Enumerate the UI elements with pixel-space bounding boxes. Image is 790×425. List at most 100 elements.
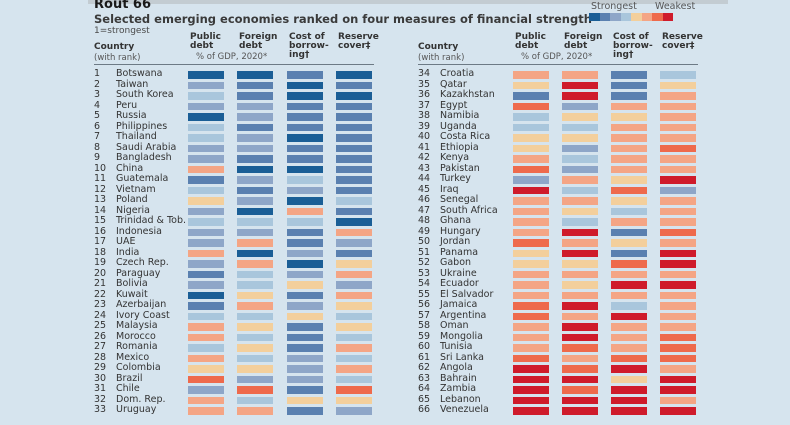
country-row-label: 55 El Salvador bbox=[418, 289, 493, 300]
country-row-label: 30 Brazil bbox=[94, 372, 143, 384]
heatmap-cell bbox=[562, 407, 598, 415]
heatmap-cell bbox=[660, 396, 696, 404]
heatmap-cell bbox=[611, 239, 647, 247]
rank-number: 59 bbox=[418, 330, 431, 342]
country-name: China bbox=[116, 162, 144, 174]
heatmap-cell bbox=[513, 144, 549, 152]
heatmap-cell bbox=[513, 176, 549, 184]
country-row-label: 52 Gabon bbox=[418, 258, 471, 268]
country-row-label: 37 Egypt bbox=[418, 99, 467, 111]
heatmap-cell bbox=[287, 333, 323, 341]
rank-number: 27 bbox=[94, 341, 107, 352]
rank-number: 16 bbox=[94, 225, 107, 237]
heatmap-cell bbox=[611, 207, 647, 215]
country-name: Angola bbox=[440, 362, 473, 373]
rank-number: 41 bbox=[418, 141, 431, 153]
rank-number: 30 bbox=[94, 372, 107, 384]
heatmap-cell bbox=[237, 218, 273, 226]
heatmap-cell bbox=[562, 333, 598, 341]
heatmap-cell bbox=[336, 123, 372, 131]
heatmap-cell bbox=[513, 102, 549, 110]
heatmap-cell bbox=[513, 260, 549, 268]
heatmap-cell bbox=[237, 354, 273, 362]
rank-number: 28 bbox=[94, 351, 107, 363]
country-name: Iraq bbox=[440, 183, 459, 195]
country-name: Lebanon bbox=[440, 393, 481, 405]
header-rule bbox=[94, 64, 374, 65]
heatmap-cell bbox=[513, 113, 549, 121]
country-row-label: 32 Dom. Rep. bbox=[94, 394, 166, 405]
country-row-label: 43 Pakistan bbox=[418, 162, 480, 174]
heatmap-cell bbox=[562, 123, 598, 131]
heatmap-cell bbox=[611, 375, 647, 383]
heatmap-cell bbox=[336, 71, 372, 79]
country-row-label: 40 Costa Rica bbox=[418, 132, 490, 142]
country-name: Czech Rep. bbox=[116, 257, 169, 268]
heatmap-cell bbox=[188, 375, 224, 383]
rank-number: 10 bbox=[94, 162, 107, 174]
heatmap-cell bbox=[237, 176, 273, 184]
country-name: Oman bbox=[440, 320, 469, 331]
heatmap-cell bbox=[513, 386, 549, 394]
heatmap-cell bbox=[611, 165, 647, 173]
country-row-label: 21 Bolivia bbox=[94, 279, 148, 289]
heatmap-cell bbox=[513, 71, 549, 79]
heatmap-cell bbox=[287, 386, 323, 394]
rank-number: 35 bbox=[418, 78, 431, 90]
heatmap-cell bbox=[562, 165, 598, 173]
heatmap-cell bbox=[188, 123, 224, 131]
rank-number: 37 bbox=[418, 99, 431, 111]
heatmap-cell bbox=[188, 354, 224, 362]
country-row-label: 29 Colombia bbox=[94, 363, 161, 373]
heatmap-cell bbox=[188, 302, 224, 310]
heatmap-cell bbox=[336, 113, 372, 121]
heatmap-cell bbox=[287, 144, 323, 152]
heatmap-cell bbox=[611, 144, 647, 152]
heatmap-cell bbox=[237, 155, 273, 163]
heatmap-cell bbox=[562, 270, 598, 278]
rank-number: 11 bbox=[94, 173, 107, 184]
country-name: Pakistan bbox=[440, 162, 480, 174]
country-row-label: 25 Malaysia bbox=[94, 321, 158, 331]
heatmap-cell bbox=[562, 176, 598, 184]
heatmap-cell bbox=[287, 354, 323, 362]
heatmap-cell bbox=[188, 92, 224, 100]
country-row-label: 39 Uganda bbox=[418, 121, 477, 132]
heatmap-cell bbox=[513, 291, 549, 299]
heatmap-cell bbox=[237, 134, 273, 142]
rank-number: 42 bbox=[418, 152, 431, 163]
heatmap-cell bbox=[562, 323, 598, 331]
rank-number: 65 bbox=[418, 393, 431, 405]
heatmap-cell bbox=[237, 144, 273, 152]
heatmap-cell bbox=[336, 165, 372, 173]
column-header-reserve-cover: Reserve cover‡ bbox=[662, 32, 703, 51]
legend-swatch bbox=[652, 13, 663, 21]
heatmap-cell bbox=[513, 270, 549, 278]
heatmap-cell bbox=[513, 239, 549, 247]
heatmap-cell bbox=[188, 323, 224, 331]
country-name: Philippines bbox=[116, 120, 168, 132]
country-name: Tunisia bbox=[440, 341, 473, 352]
country-name: Peru bbox=[116, 99, 138, 111]
heatmap-cell bbox=[660, 81, 696, 89]
rank-number: 26 bbox=[94, 330, 107, 342]
header-rule bbox=[418, 64, 698, 65]
heatmap-cell bbox=[287, 407, 323, 415]
heatmap-cell bbox=[287, 260, 323, 268]
heatmap-cell bbox=[660, 354, 696, 362]
country-row-label: 11 Guatemala bbox=[94, 174, 168, 184]
heatmap-cell bbox=[188, 249, 224, 257]
rank-number: 33 bbox=[94, 404, 107, 415]
rank-number: 2 bbox=[94, 78, 101, 90]
rank-number: 43 bbox=[418, 162, 431, 174]
column-subheader-country: (with rank) bbox=[94, 53, 141, 63]
country-row-label: 36 Kazakhstan bbox=[418, 90, 495, 100]
heatmap-cell bbox=[336, 386, 372, 394]
country-row-label: 20 Paraguay bbox=[94, 268, 160, 279]
heatmap-cell bbox=[188, 228, 224, 236]
country-row-label: 9 Bangladesh bbox=[94, 153, 172, 163]
rank-number: 62 bbox=[418, 362, 431, 373]
heatmap-cell bbox=[513, 323, 549, 331]
country-name: Qatar bbox=[440, 78, 467, 90]
heatmap-cell bbox=[562, 197, 598, 205]
